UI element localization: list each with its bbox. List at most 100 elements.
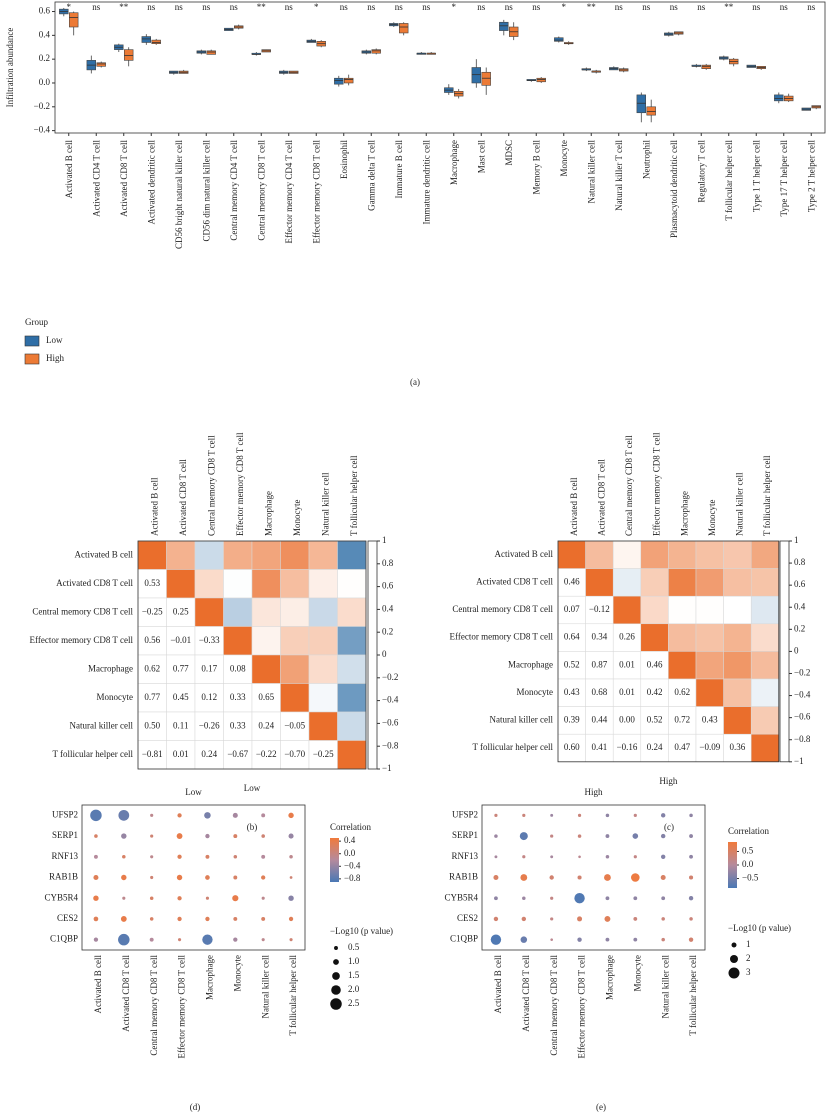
cell-label: 0.65 — [258, 692, 274, 702]
legend-swatch — [24, 335, 40, 347]
x-tick-label: Neutrophil — [641, 140, 651, 179]
size-legend-label: 2.0 — [348, 984, 360, 994]
row-label: Activated CD8 T cell — [476, 576, 553, 586]
dot — [177, 854, 182, 859]
dot — [522, 813, 526, 817]
heat-cell — [251, 597, 281, 627]
significance-label: ns — [422, 2, 431, 12]
colorbar-label: 0.0 — [344, 848, 356, 858]
cell-label: 0.24 — [201, 749, 217, 759]
dot — [494, 896, 498, 901]
dot — [118, 933, 130, 946]
dot — [689, 917, 693, 921]
heat-cell — [557, 623, 586, 652]
dot — [660, 854, 666, 859]
colorbar-label: −0.6 — [794, 712, 811, 722]
heat-cell — [166, 683, 196, 713]
dot — [689, 834, 693, 838]
significance-label: ns — [615, 2, 624, 12]
heat-cell — [337, 654, 367, 684]
x-tick-label: Macrophage — [449, 140, 459, 185]
column-label: Natural killer cell — [320, 472, 330, 536]
heat-cell — [585, 623, 614, 652]
colorbar-label: −0.4 — [344, 860, 361, 870]
size-legend-label: 3 — [746, 967, 751, 977]
significance-label: ns — [697, 2, 706, 12]
heat-cell — [223, 654, 253, 684]
x-tick-label: Gamma delta T cell — [366, 140, 376, 211]
dot — [176, 874, 183, 881]
dot — [633, 896, 638, 901]
heat-cell — [585, 678, 614, 707]
row-label: RAB1B — [449, 872, 478, 882]
column-label: Activated B cell — [493, 955, 503, 1014]
dot — [519, 832, 528, 841]
dot — [150, 813, 154, 817]
x-tick-label: T follicular helper cell — [724, 140, 734, 221]
dot — [149, 917, 154, 921]
dot — [120, 916, 127, 922]
colorbar-label: 0.6 — [382, 581, 394, 591]
cell-label: 0.60 — [564, 742, 580, 752]
size-legend-dot — [334, 946, 338, 950]
dot — [93, 895, 99, 901]
box — [701, 64, 711, 69]
heat-cell — [337, 569, 367, 599]
cell-label: 0.56 — [144, 635, 160, 645]
cell-label: 0.34 — [592, 632, 608, 642]
heat-cell — [223, 597, 253, 627]
significance-label: ns — [175, 2, 184, 12]
row-label: SERP1 — [452, 830, 478, 840]
cell-label: 0.24 — [647, 742, 663, 752]
significance-label: ns — [202, 2, 211, 12]
dot — [631, 873, 640, 882]
significance-label: * — [67, 2, 72, 12]
x-tick-label: Memory B cell — [531, 140, 541, 195]
heat-cell — [251, 540, 281, 570]
x-tick-label: CD56 dim natural killer cell — [201, 140, 211, 242]
y-tick-label: −0.4 — [34, 125, 51, 135]
x-tick-label: Regulatory T cell — [696, 140, 706, 203]
cell-label: −0.33 — [199, 635, 220, 645]
dot — [549, 875, 554, 880]
heat-cell — [194, 654, 224, 684]
size-legend-label: 2 — [746, 953, 751, 963]
significance-label: * — [562, 2, 567, 12]
heat-cell — [750, 678, 780, 707]
cell-label: 0.11 — [173, 720, 188, 730]
dot — [233, 937, 238, 942]
heat-cell — [308, 683, 338, 713]
colorbar-label: 1 — [382, 535, 387, 545]
cell-label: 0.17 — [201, 663, 217, 673]
dot — [605, 834, 610, 838]
significance-label: ns — [340, 2, 349, 12]
row-label: Natural killer cell — [490, 714, 554, 724]
colorbar-label: 0 — [382, 649, 387, 659]
box — [398, 23, 409, 34]
dot — [205, 854, 210, 859]
row-label: RNF13 — [451, 851, 478, 861]
column-label: Natural killer cell — [260, 955, 270, 1019]
x-tick-label: Activated CD4 T cell — [91, 140, 101, 217]
row-label: Monocyte — [97, 692, 134, 702]
heat-cell — [223, 711, 253, 741]
dot — [205, 916, 210, 922]
heat-cell — [166, 626, 196, 656]
row-label: SERP1 — [52, 830, 78, 840]
dot — [149, 937, 154, 942]
heat-cell — [640, 623, 669, 652]
box — [141, 36, 151, 43]
row-label: RNF13 — [51, 851, 78, 861]
colorbar-label: −0.2 — [794, 668, 810, 678]
heat-cell — [166, 654, 196, 684]
heat-cell — [585, 595, 614, 625]
heat-cell — [194, 711, 224, 741]
dot — [633, 855, 637, 859]
colorbar-label: 0.5 — [742, 846, 754, 856]
colorbar-label: −1 — [382, 763, 392, 773]
panel-title: High — [585, 787, 604, 797]
dot — [577, 813, 582, 817]
x-tick-label: Type 1 T helper cell — [751, 140, 761, 213]
column-label: T follicular helper cell — [762, 455, 772, 536]
